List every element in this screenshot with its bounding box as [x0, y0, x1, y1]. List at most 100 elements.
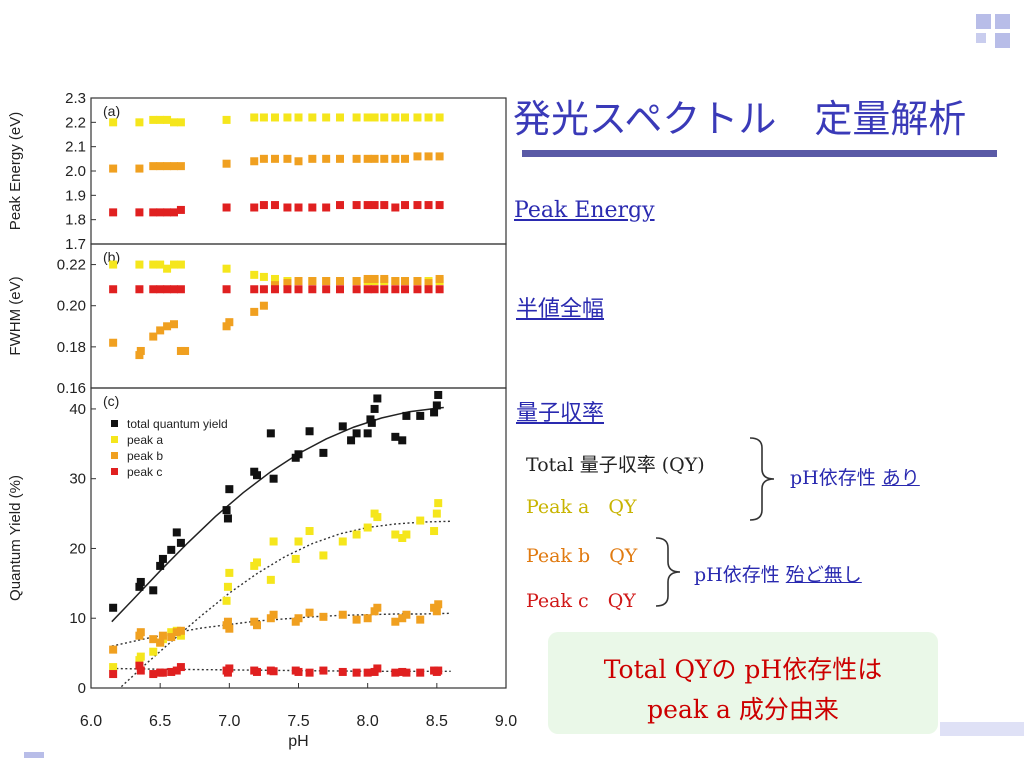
y-tick-label: 0.20 — [57, 298, 86, 315]
data-point — [305, 608, 314, 617]
data-point — [167, 545, 176, 554]
data-point — [136, 652, 145, 661]
data-point — [109, 663, 118, 672]
legend-label: peak c — [127, 465, 162, 479]
data-point — [135, 164, 144, 173]
y-tick-label: 1.8 — [65, 212, 86, 229]
legend-marker — [111, 420, 118, 427]
data-point — [269, 537, 278, 546]
data-point — [259, 201, 268, 210]
data-point — [149, 285, 158, 294]
data-point — [170, 208, 178, 217]
data-point — [259, 272, 268, 281]
note-prefix: pH依存性 — [790, 467, 882, 489]
data-point — [181, 346, 190, 355]
data-point — [222, 203, 231, 212]
data-point — [363, 614, 372, 623]
y-tick-label: 10 — [69, 610, 86, 627]
data-point — [305, 427, 314, 436]
data-point — [176, 162, 185, 171]
data-point — [391, 285, 400, 294]
data-point — [430, 408, 439, 417]
data-point — [266, 429, 275, 438]
data-point — [308, 154, 317, 163]
data-point — [352, 201, 361, 210]
data-point — [402, 668, 411, 677]
corner-decoration-square — [976, 14, 991, 29]
data-point — [370, 154, 379, 163]
data-point — [322, 154, 331, 163]
data-point — [222, 596, 231, 605]
title-underline-bar — [522, 150, 997, 157]
data-point — [158, 554, 167, 563]
panel-label: (c) — [103, 393, 119, 409]
data-point — [424, 113, 433, 122]
data-point — [135, 351, 144, 360]
callout-line-2: peak a 成分由来 — [647, 695, 839, 724]
data-point — [294, 203, 303, 212]
peak-b-qy-label: Peak b QY — [526, 545, 638, 567]
data-point — [270, 201, 279, 210]
data-point — [413, 285, 422, 294]
data-point — [176, 346, 185, 355]
data-point — [156, 208, 165, 217]
data-point — [270, 285, 279, 294]
data-point — [135, 285, 144, 294]
data-point — [398, 667, 407, 676]
data-point — [402, 610, 411, 619]
data-point — [352, 615, 361, 624]
data-point — [149, 162, 158, 171]
data-point — [322, 203, 331, 212]
data-point — [434, 600, 443, 609]
data-point — [373, 394, 382, 403]
data-point — [270, 113, 279, 122]
data-point — [149, 647, 158, 656]
data-point — [398, 614, 407, 623]
total-qy-label: Total 量子収率 (QY) — [526, 454, 705, 476]
data-point — [294, 537, 303, 546]
data-point — [391, 203, 400, 212]
x-tick-label: 8.0 — [357, 713, 379, 730]
link-fwhm[interactable]: 半値全幅 — [516, 297, 605, 322]
data-point — [222, 115, 231, 124]
data-point — [435, 285, 444, 294]
link-peak-energy[interactable]: Peak Energy — [514, 198, 655, 223]
data-point — [135, 118, 144, 127]
data-point — [363, 523, 372, 532]
y-axis-label: FWHM (eV) — [7, 276, 24, 355]
data-point — [170, 260, 178, 269]
link-quantum-yield[interactable]: 量子収率 — [516, 401, 605, 426]
data-point — [352, 277, 361, 286]
data-point — [135, 208, 144, 217]
data-point — [135, 661, 144, 670]
note-emphasis-link[interactable]: あり — [881, 467, 920, 489]
data-point — [402, 530, 411, 539]
data-point — [269, 474, 278, 483]
brace-icon — [749, 437, 775, 521]
data-point — [294, 285, 303, 294]
data-point — [401, 285, 410, 294]
data-point — [223, 617, 232, 626]
legend-marker — [111, 468, 118, 475]
slide-title: 発光スペクトル 定量解析 — [513, 97, 967, 141]
data-point — [149, 332, 158, 341]
data-point — [308, 285, 317, 294]
data-point — [250, 113, 259, 122]
data-point — [338, 667, 347, 676]
data-point — [322, 285, 331, 294]
legend-label: peak b — [127, 449, 163, 463]
data-point — [269, 667, 278, 676]
data-point — [367, 418, 376, 427]
data-point — [294, 157, 303, 166]
data-point — [259, 154, 268, 163]
data-point — [250, 157, 259, 166]
data-point — [222, 159, 231, 168]
data-point — [109, 208, 118, 217]
data-point — [435, 113, 444, 122]
y-tick-label: 0.22 — [57, 257, 86, 274]
data-point — [269, 610, 278, 619]
note-emphasis-link[interactable]: 殆ど無し — [785, 564, 862, 586]
note-prefix: pH依存性 — [694, 564, 786, 586]
data-point — [432, 607, 441, 616]
peak-a-qy-label: Peak a QY — [526, 496, 637, 518]
